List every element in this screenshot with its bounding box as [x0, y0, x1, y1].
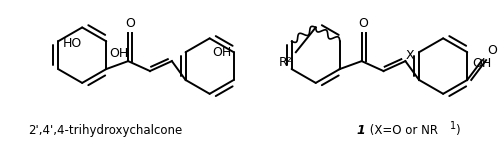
Text: HO: HO [63, 37, 82, 50]
Text: O: O [125, 17, 135, 30]
Text: 1: 1 [450, 122, 456, 131]
Text: OH: OH [110, 47, 128, 60]
Text: 2',4',4-trihydroxychalcone: 2',4',4-trihydroxychalcone [28, 124, 182, 137]
Text: R²: R² [279, 56, 293, 69]
Text: (X=O or NR: (X=O or NR [366, 124, 438, 137]
Text: OH: OH [472, 57, 492, 70]
Text: 1: 1 [356, 124, 365, 137]
Text: OH: OH [212, 46, 232, 59]
Text: ): ) [455, 124, 460, 137]
Text: X: X [406, 49, 414, 62]
Text: O: O [487, 44, 497, 57]
Text: O: O [358, 17, 368, 30]
